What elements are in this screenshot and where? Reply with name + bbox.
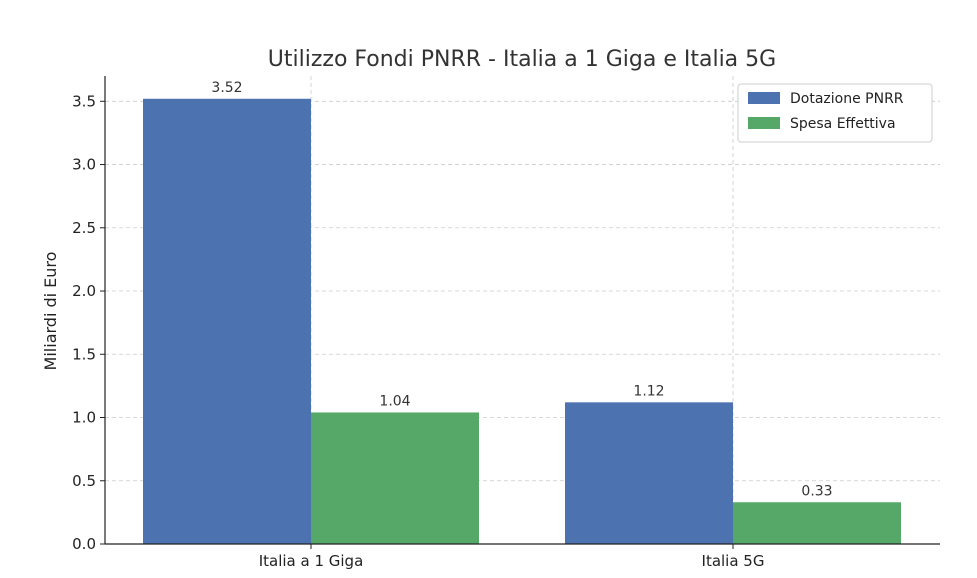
y-tick-label: 0.0: [72, 535, 96, 553]
y-tick-label: 2.5: [72, 219, 96, 237]
legend-frame: [737, 83, 933, 143]
legend-swatch-spesa: [748, 117, 780, 129]
y-tick-label: 3.5: [72, 92, 96, 110]
legend-label-dotazione: Dotazione PNRR: [790, 91, 904, 107]
bar-dotazione-1: [565, 402, 733, 544]
x-tick-label: Italia 5G: [702, 552, 765, 570]
y-axis-label: Miliardi di Euro: [41, 252, 60, 371]
bar-value-label: 3.52: [211, 80, 242, 96]
y-tick-label: 2.0: [72, 282, 96, 300]
bar-spesa-0: [311, 412, 479, 544]
legend-swatch-dotazione: [748, 92, 780, 104]
bar-value-label: 1.04: [379, 393, 410, 409]
y-tick-label: 1.5: [72, 345, 96, 363]
bar-spesa-1: [733, 502, 901, 544]
legend: Dotazione PNRR Spesa Effettiva: [737, 83, 933, 143]
x-tick-labels: Italia a 1 Giga Italia 5G: [259, 552, 765, 570]
x-axis-label: P: [471, 575, 481, 578]
bar-dotazione-0: [143, 98, 311, 544]
y-tick-labels: 0.0 0.5 1.0 1.5 2.0 2.5 3.0 3.5: [72, 92, 96, 553]
axes-group: [100, 76, 940, 549]
legend-label-spesa: Spesa Effettiva: [790, 116, 896, 132]
y-tick-label: 3.0: [72, 156, 96, 174]
y-tick-label: 1.0: [72, 409, 96, 427]
y-tick-label: 0.5: [72, 472, 96, 490]
bar-value-label: 1.12: [633, 383, 664, 399]
x-tick-label: Italia a 1 Giga: [259, 552, 364, 570]
bars-group: [143, 98, 901, 544]
chart-title: Utilizzo Fondi PNRR - Italia a 1 Giga e …: [268, 47, 776, 72]
value-labels-group: 3.52 1.12 1.04 0.33: [211, 80, 832, 499]
bar-value-label: 0.33: [801, 483, 832, 499]
